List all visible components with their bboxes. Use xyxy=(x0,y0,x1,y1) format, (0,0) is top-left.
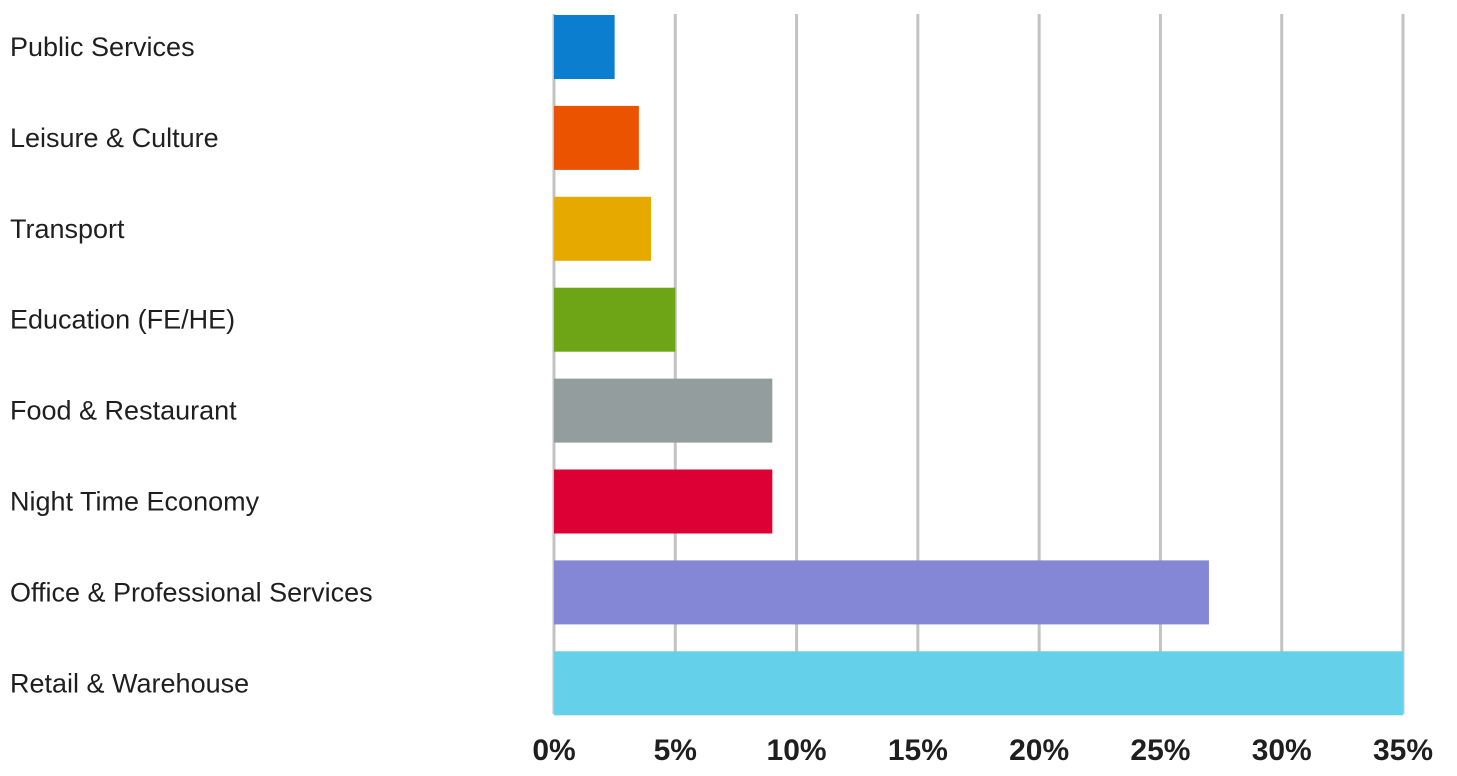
x-tick-label: 25% xyxy=(1130,734,1190,767)
category-label-food-restaurant: Food & Restaurant xyxy=(10,396,237,426)
category-label-education-fe-he: Education (FE/HE) xyxy=(10,305,235,335)
x-tick-label: 5% xyxy=(654,734,697,767)
x-tick-label: 10% xyxy=(767,734,827,767)
gridlines xyxy=(552,14,1405,714)
category-label-retail-warehouse: Retail & Warehouse xyxy=(10,668,249,698)
bar-education-fe-he xyxy=(554,287,676,352)
bar-public-services xyxy=(554,15,615,79)
bar-night-time-economy xyxy=(554,469,773,534)
category-label-leisure-culture: Leisure & Culture xyxy=(10,123,219,153)
bars xyxy=(554,15,1403,716)
x-tick-label: 30% xyxy=(1252,734,1312,767)
bar-office-professional-services xyxy=(554,560,1209,625)
x-tick-label: 20% xyxy=(1009,734,1069,767)
category-label-office-professional-services: Office & Professional Services xyxy=(10,577,373,607)
x-axis-tick-labels: 0% 5% 10% 15% 20% 25% 30% 35% xyxy=(532,734,1433,767)
x-tick-label: 15% xyxy=(888,734,948,767)
bar-transport xyxy=(554,196,652,261)
category-label-transport: Transport xyxy=(10,214,125,244)
bar-leisure-culture xyxy=(554,105,639,170)
bar-food-restaurant xyxy=(554,378,773,443)
bar-retail-warehouse xyxy=(554,651,1403,716)
x-tick-label: 35% xyxy=(1373,734,1433,767)
category-label-night-time-economy: Night Time Economy xyxy=(10,487,260,517)
category-label-public-services: Public Services xyxy=(10,32,195,62)
x-tick-label: 0% xyxy=(532,734,575,767)
category-labels: Public Services Leisure & Culture Transpor… xyxy=(10,32,373,698)
